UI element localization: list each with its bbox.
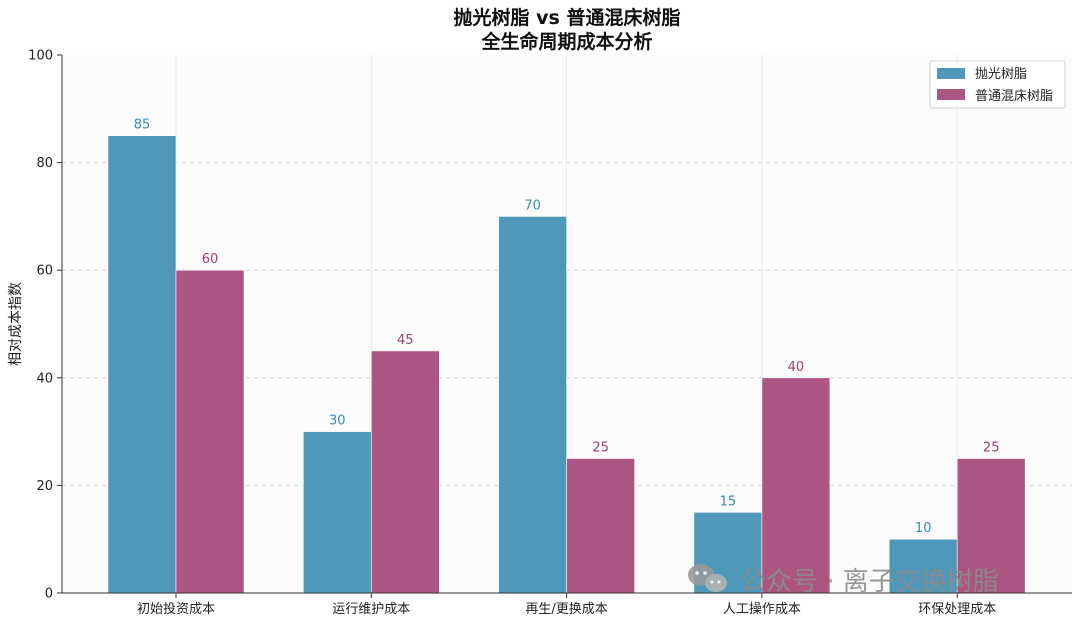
data-label: 70 xyxy=(524,198,541,213)
bar-polishing-resin xyxy=(107,135,177,594)
bar-polishing-resin xyxy=(498,216,567,594)
data-label: 85 xyxy=(134,118,151,133)
data-label: 45 xyxy=(397,333,414,348)
y-tick-label: 100 xyxy=(28,49,53,64)
legend-swatch-polishing-resin xyxy=(937,68,965,79)
chart-title-line-2: 全生命周期成本分析 xyxy=(480,30,652,53)
x-tick-label: 初始投资成本 xyxy=(137,601,215,617)
watermark: 公众号 · 离子交换树脂 xyxy=(688,564,999,597)
watermark-text: 公众号 · 离子交换树脂 xyxy=(740,567,999,597)
legend: 抛光树脂 普通混床树脂 xyxy=(929,60,1066,109)
bar-mixed-bed-resin xyxy=(566,458,635,594)
y-tick-label: 0 xyxy=(45,587,53,602)
legend-label-polishing-resin: 抛光树脂 xyxy=(975,67,1027,82)
legend-swatch-mixed-bed-resin xyxy=(937,89,965,100)
data-label: 60 xyxy=(202,252,219,267)
data-label: 25 xyxy=(983,441,1000,456)
data-label: 25 xyxy=(592,441,609,456)
data-label: 15 xyxy=(720,494,737,509)
x-ticks: 初始投资成本 运行维护成本 再生/更换成本 人工操作成本 环保处理成本 xyxy=(137,593,996,617)
wechat-icon xyxy=(688,564,727,592)
data-label: 10 xyxy=(915,521,932,536)
bar-mixed-bed-resin xyxy=(956,458,1026,594)
y-tick-label: 20 xyxy=(36,479,53,494)
data-labels: 85 60 30 45 70 25 15 40 10 25 xyxy=(134,118,1000,537)
bar-polishing-resin xyxy=(302,431,372,594)
y-ticks: 0 20 40 60 80 100 xyxy=(28,49,62,602)
bar-polishing-resin xyxy=(888,538,958,594)
legend-label-mixed-bed-resin: 普通混床树脂 xyxy=(975,89,1053,104)
x-tick-label: 再生/更换成本 xyxy=(525,602,607,617)
data-label: 40 xyxy=(788,360,805,375)
data-label: 30 xyxy=(329,414,346,429)
bar-mixed-bed-resin xyxy=(175,269,245,594)
chart-title-line-1: 抛光树脂 vs 普通混床树脂 xyxy=(454,6,681,29)
x-tick-label: 运行维护成本 xyxy=(332,602,410,617)
bar-mixed-bed-resin xyxy=(761,377,831,594)
bar-mixed-bed-resin xyxy=(370,350,440,594)
x-tick-label: 环保处理成本 xyxy=(918,602,996,617)
y-tick-label: 80 xyxy=(36,156,53,171)
y-tick-label: 40 xyxy=(36,371,53,386)
x-tick-label: 人工操作成本 xyxy=(723,601,801,617)
y-axis-label: 相对成本指数 xyxy=(8,282,24,366)
y-tick-label: 60 xyxy=(36,264,53,279)
